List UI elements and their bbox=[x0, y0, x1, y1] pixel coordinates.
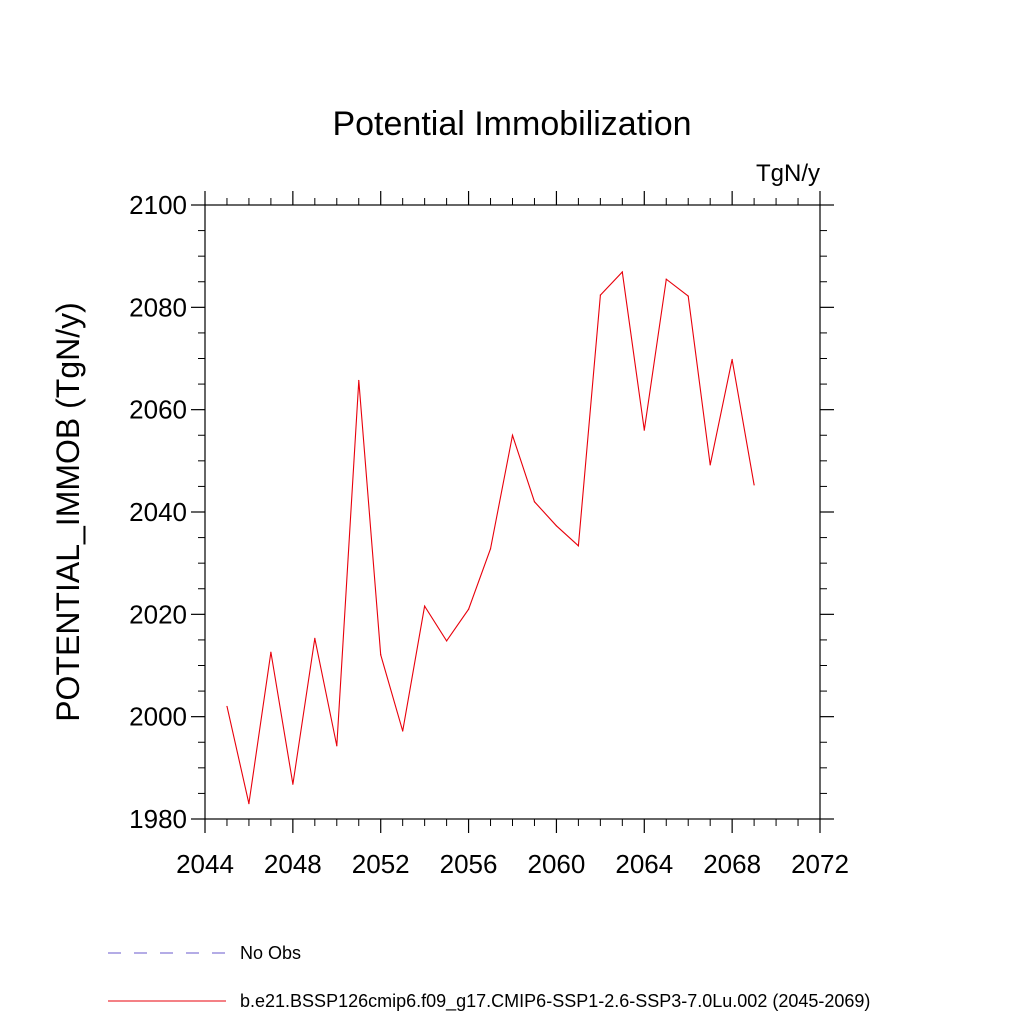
data-point bbox=[533, 501, 536, 503]
y-tick-label: 2060 bbox=[129, 395, 187, 425]
data-point bbox=[731, 358, 733, 361]
data-point bbox=[380, 654, 382, 656]
data-point bbox=[248, 803, 250, 805]
series-group bbox=[226, 270, 755, 805]
data-point bbox=[336, 745, 338, 747]
y-tick-label: 1980 bbox=[129, 804, 187, 834]
y-tick-label: 2040 bbox=[129, 497, 187, 527]
data-point bbox=[511, 434, 514, 436]
axis-ticks bbox=[191, 191, 834, 833]
series-line bbox=[226, 270, 755, 804]
y-tick-label: 2020 bbox=[129, 599, 187, 629]
y-tick-label: 2080 bbox=[129, 292, 187, 322]
data-point bbox=[665, 278, 667, 280]
data-point bbox=[599, 294, 601, 296]
y-tick-label: 2100 bbox=[129, 190, 187, 220]
data-point bbox=[292, 783, 294, 785]
y-tick-label: 2000 bbox=[129, 702, 187, 732]
data-point bbox=[643, 429, 645, 431]
data-point bbox=[226, 705, 228, 708]
data-point bbox=[687, 295, 689, 297]
x-tick-label: 2064 bbox=[615, 849, 673, 879]
data-point bbox=[402, 730, 404, 732]
legend: No Obs b.e21.BSSP126cmip6.f09_g17.CMIP6-S… bbox=[108, 943, 870, 1012]
y-axis-label: POTENTIAL_IMMOB (TgN/y) bbox=[50, 302, 86, 722]
data-point bbox=[489, 548, 492, 550]
x-tick-label: 2060 bbox=[528, 849, 586, 879]
data-point bbox=[358, 379, 360, 382]
data-point bbox=[467, 608, 470, 610]
x-tick-label: 2072 bbox=[791, 849, 849, 879]
x-tick-label: 2068 bbox=[703, 849, 761, 879]
data-point bbox=[314, 637, 316, 639]
data-point bbox=[270, 651, 272, 653]
data-point bbox=[446, 640, 448, 642]
data-point bbox=[621, 271, 623, 273]
data-point bbox=[577, 545, 579, 547]
legend-label: b.e21.BSSP126cmip6.f09_g17.CMIP6-SSP1-2.… bbox=[240, 991, 870, 1012]
plot-frame bbox=[204, 204, 821, 820]
chart-title: Potential Immobilization bbox=[332, 105, 691, 143]
data-point bbox=[753, 484, 755, 486]
legend-label: No Obs bbox=[240, 943, 301, 963]
units-label: TgN/y bbox=[756, 160, 820, 187]
data-point bbox=[424, 605, 426, 607]
x-tick-label: 2048 bbox=[264, 849, 322, 879]
data-point bbox=[709, 464, 711, 466]
x-tick-label: 2044 bbox=[176, 849, 234, 879]
data-point bbox=[555, 525, 558, 527]
x-tick-label: 2052 bbox=[352, 849, 410, 879]
tick-labels: 2044 2048 2052 2056 2060 2064 2068 2072 1980 2000… bbox=[129, 190, 849, 879]
x-tick-label: 2056 bbox=[440, 849, 498, 879]
